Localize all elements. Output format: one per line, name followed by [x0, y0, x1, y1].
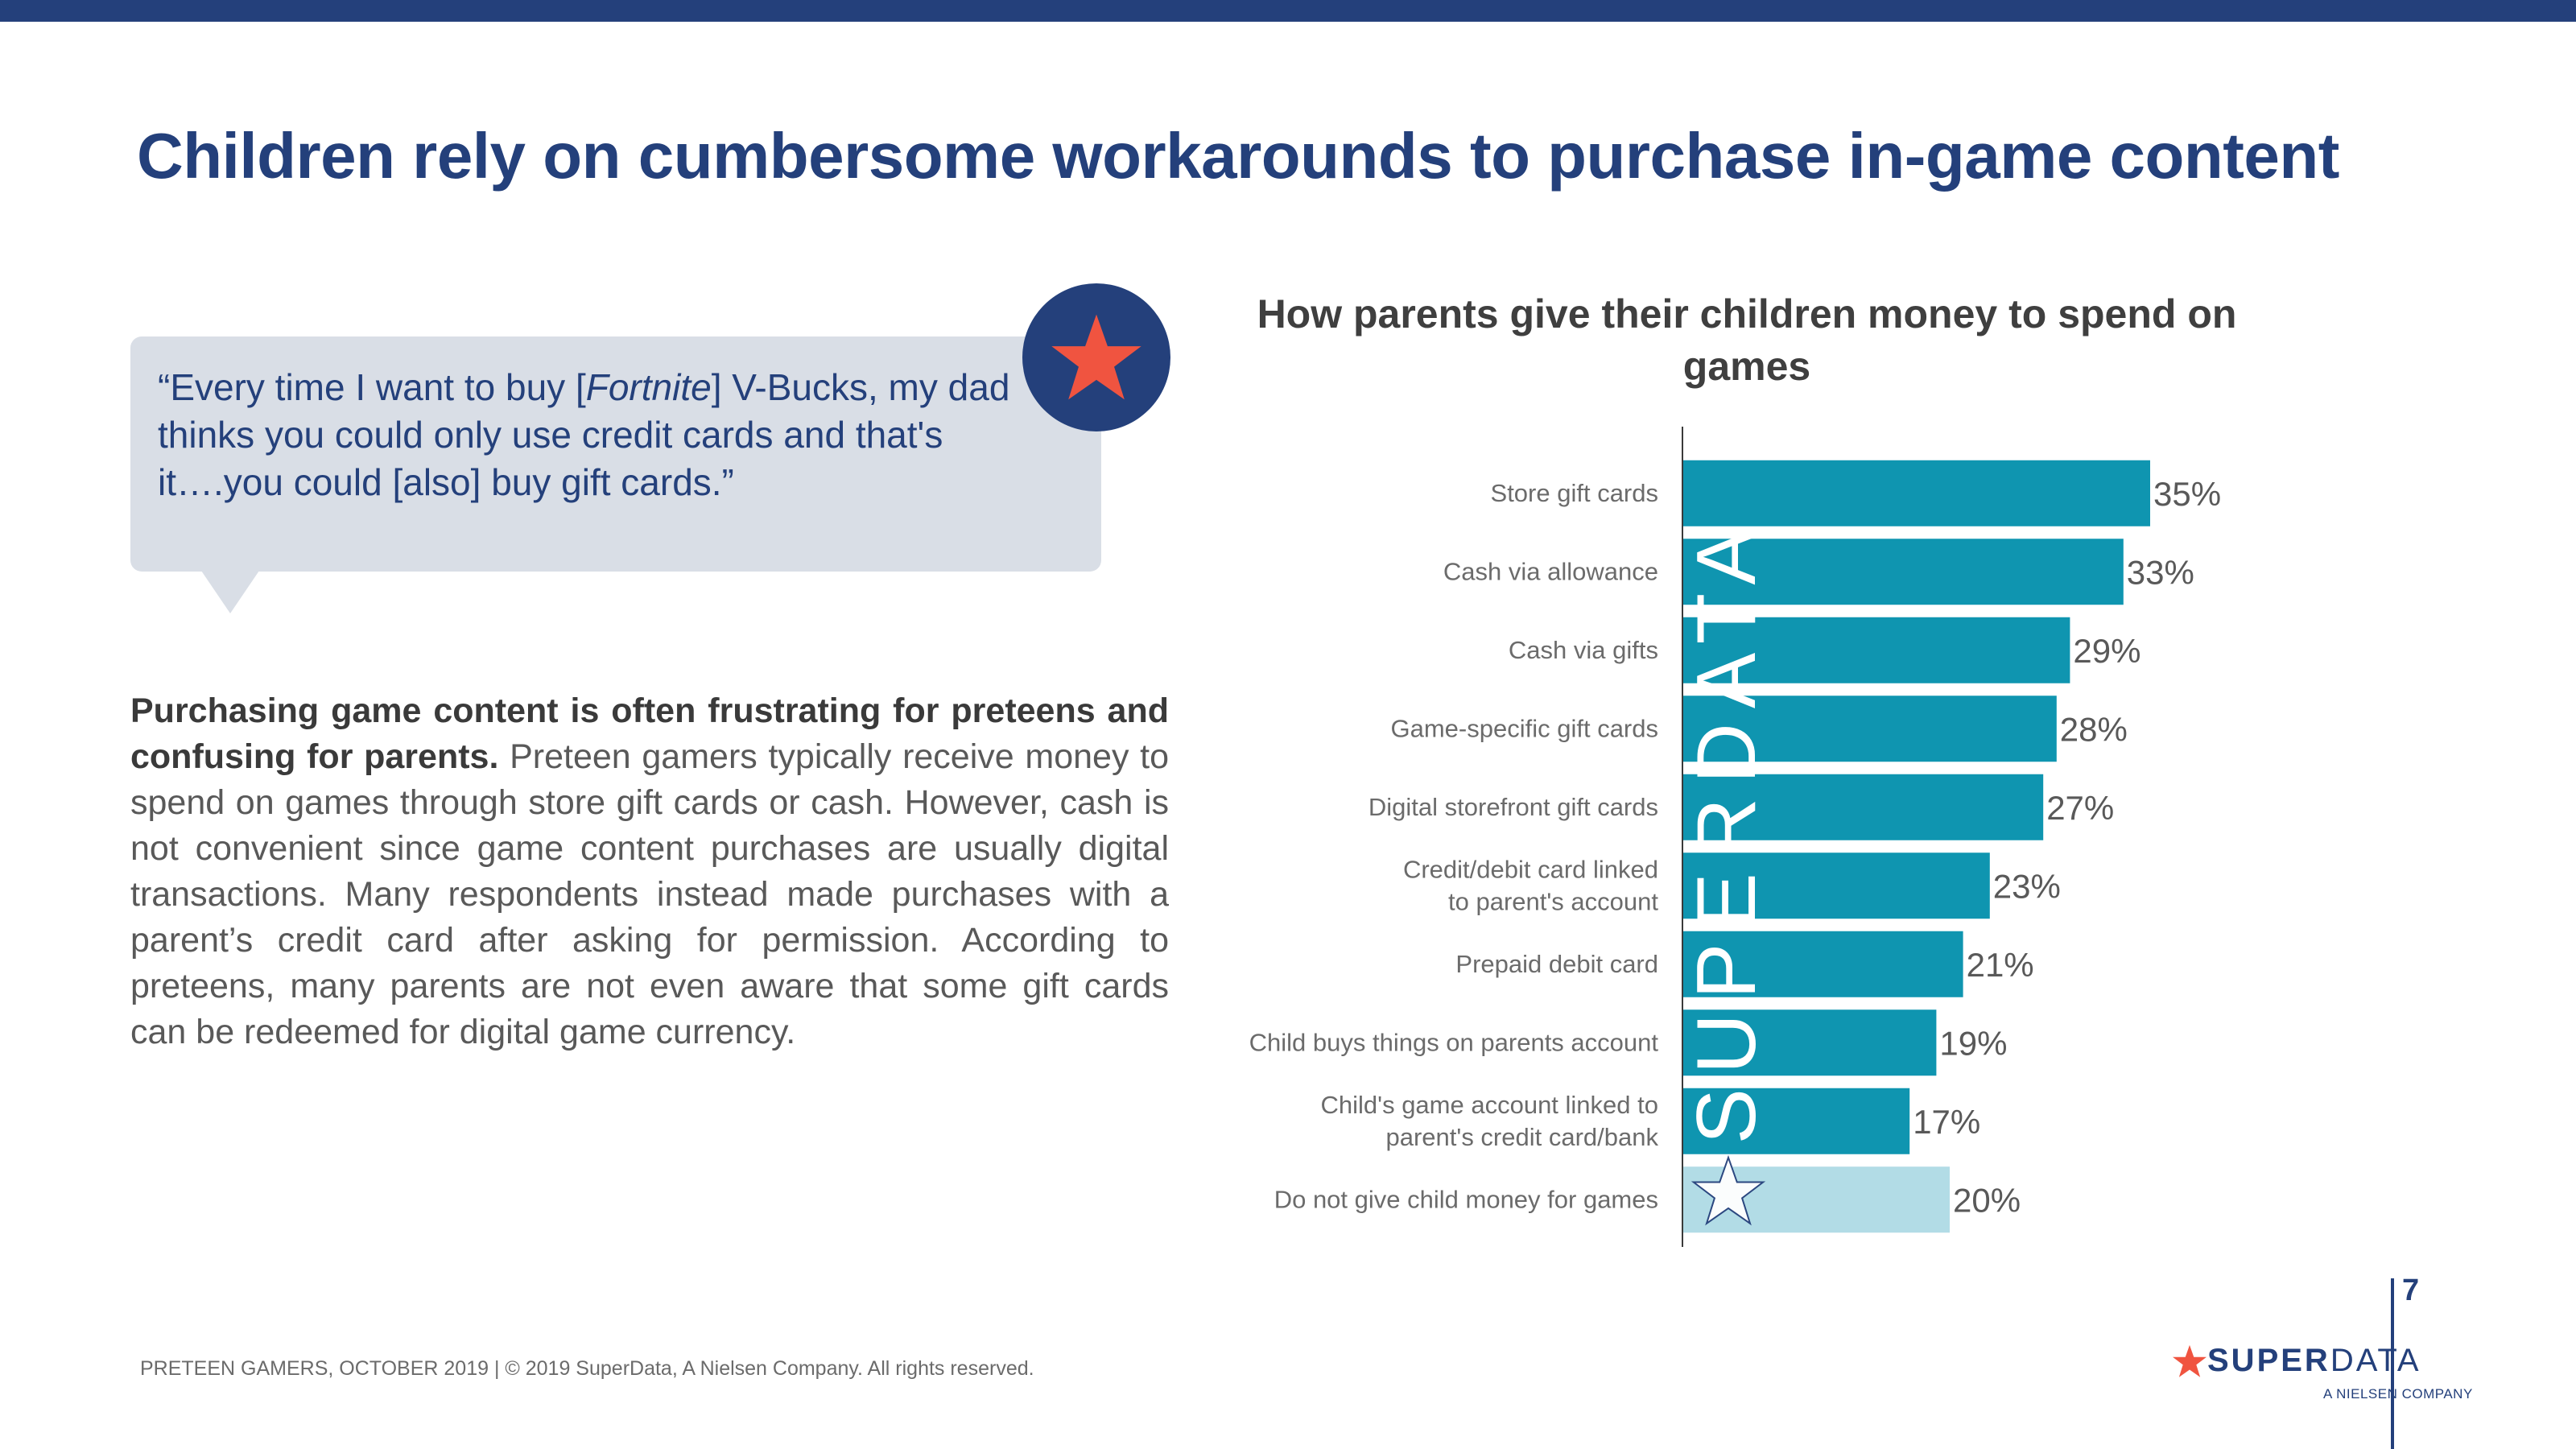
superdata-logo: SUPERDATA	[2172, 1343, 2421, 1379]
slide-title: Children rely on cumbersome workarounds …	[137, 120, 2339, 192]
bar	[1682, 1088, 1910, 1154]
footer-copyright: PRETEEN GAMERS, OCTOBER 2019 | © 2019 Su…	[140, 1357, 1034, 1380]
logo-subtitle: A NIELSEN COMPANY	[2323, 1386, 2473, 1402]
category-label: Credit/debit card linked	[1403, 855, 1658, 883]
quote-text: “Every time I want to buy [Fortnite] V-B…	[158, 364, 1067, 506]
bar	[1682, 539, 2124, 605]
bar	[1682, 696, 2057, 762]
logo-wordmark: SUPERDATA	[2207, 1343, 2421, 1379]
quote-bubble	[130, 336, 1101, 572]
bar	[1682, 774, 2044, 840]
category-label: parent's credit card/bank	[1386, 1123, 1659, 1151]
category-label: Prepaid debit card	[1455, 950, 1658, 978]
category-label: to parent's account	[1448, 887, 1658, 915]
star-badge	[1022, 283, 1170, 431]
quote-bubble-tail	[200, 568, 261, 613]
chart-title: How parents give their children money to…	[1257, 291, 2237, 389]
star-icon	[1051, 314, 1141, 400]
bar	[1682, 931, 1963, 997]
logo-wordmark-light: DATA	[2330, 1343, 2421, 1378]
category-label: Digital storefront gift cards	[1368, 793, 1658, 821]
watermark-star-icon	[1690, 1154, 1766, 1226]
watermark-text: SUPERDATA	[1680, 514, 1773, 1144]
category-label: Store gift cards	[1491, 479, 1658, 507]
body-paragraph: Purchasing game content is often frustra…	[130, 688, 1169, 1055]
bar-chart: 35% Store gift cards 33% Cash via allowance…	[1249, 427, 2221, 1247]
body-lead: Purchasing game content is often frustra…	[130, 691, 1169, 776]
value-label: 27%	[2046, 789, 2114, 827]
page-number: 7	[2402, 1274, 2420, 1307]
value-label: 29%	[2073, 632, 2140, 670]
quote-text-game: Fortnite	[585, 366, 712, 408]
value-label: 35%	[2153, 475, 2221, 513]
category-label: Do not give child money for games	[1274, 1185, 1658, 1213]
bar	[1682, 852, 1990, 919]
value-label: 23%	[1993, 867, 2061, 905]
category-label: Game-specific gift cards	[1391, 714, 1659, 742]
bar	[1682, 1009, 1937, 1076]
quote-text-before: “Every time I want to buy [	[158, 366, 586, 408]
bar	[1682, 617, 2070, 683]
quote-text-after: ] V-Bucks, my dad thinks you could only …	[158, 366, 1010, 503]
logo-star-icon	[2173, 1344, 2207, 1377]
page-number-rule	[2391, 1278, 2394, 1449]
body-rest: Preteen gamers typically receive money t…	[130, 737, 1169, 1051]
value-label: 17%	[1913, 1103, 1980, 1141]
value-label: 19%	[1939, 1024, 2007, 1062]
value-label: 28%	[2060, 710, 2128, 748]
category-label: Cash via gifts	[1509, 636, 1658, 664]
category-label: Child's game account linked to	[1321, 1091, 1658, 1119]
category-label: Cash via allowance	[1443, 557, 1658, 585]
top-accent-bar	[0, 0, 2576, 22]
value-label: 33%	[2127, 553, 2194, 591]
bar	[1682, 460, 2150, 526]
category-label: Child buys things on parents account	[1249, 1028, 1659, 1056]
logo-wordmark-bold: SUPER	[2207, 1343, 2330, 1378]
value-label: 20%	[1953, 1181, 2021, 1219]
value-label: 21%	[1967, 946, 2034, 984]
